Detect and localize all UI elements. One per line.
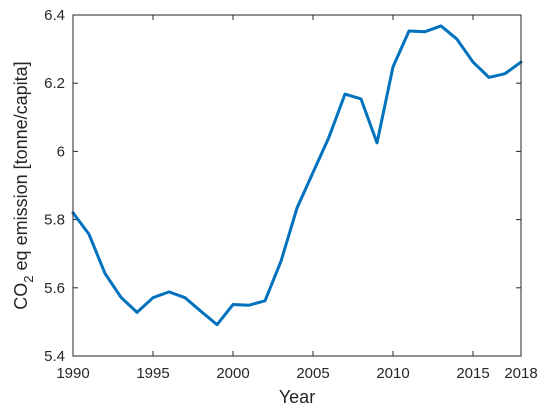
y-axis-title-subscript: 2 <box>21 275 36 282</box>
y-tick-label: 6 <box>57 143 65 160</box>
y-tick-label: 5.8 <box>44 212 65 229</box>
y-tick-label: 6.2 <box>44 75 65 92</box>
x-tick-label: 2005 <box>296 365 329 382</box>
series-layer <box>71 24 523 327</box>
y-axis-title: CO2 eq emission [tonne/capita] <box>11 61 36 309</box>
x-tick-label: 2000 <box>216 365 249 382</box>
y-tick-label: 5.6 <box>44 280 65 297</box>
plot-frame <box>72 14 522 357</box>
series-line <box>71 24 523 327</box>
y-tick-label: 5.4 <box>44 348 65 365</box>
x-tick-label: 2015 <box>456 365 489 382</box>
x-tick-label: 1995 <box>136 365 169 382</box>
y-axis-title-prefix: CO <box>11 283 31 310</box>
y-axis-title-suffix: eq emission [tonne/capita] <box>11 61 31 275</box>
ticks-layer: 1990 1995 2000 2005 2010 2015 2018 5.4 5.6 5.8 6 6.… <box>44 7 538 382</box>
x-tick-label: 2018 <box>504 365 537 382</box>
y-tick-label: 6.4 <box>44 7 65 24</box>
x-axis-title: Year <box>279 387 315 407</box>
x-tick-label: 2010 <box>376 365 409 382</box>
x-tick-label: 1990 <box>56 365 89 382</box>
